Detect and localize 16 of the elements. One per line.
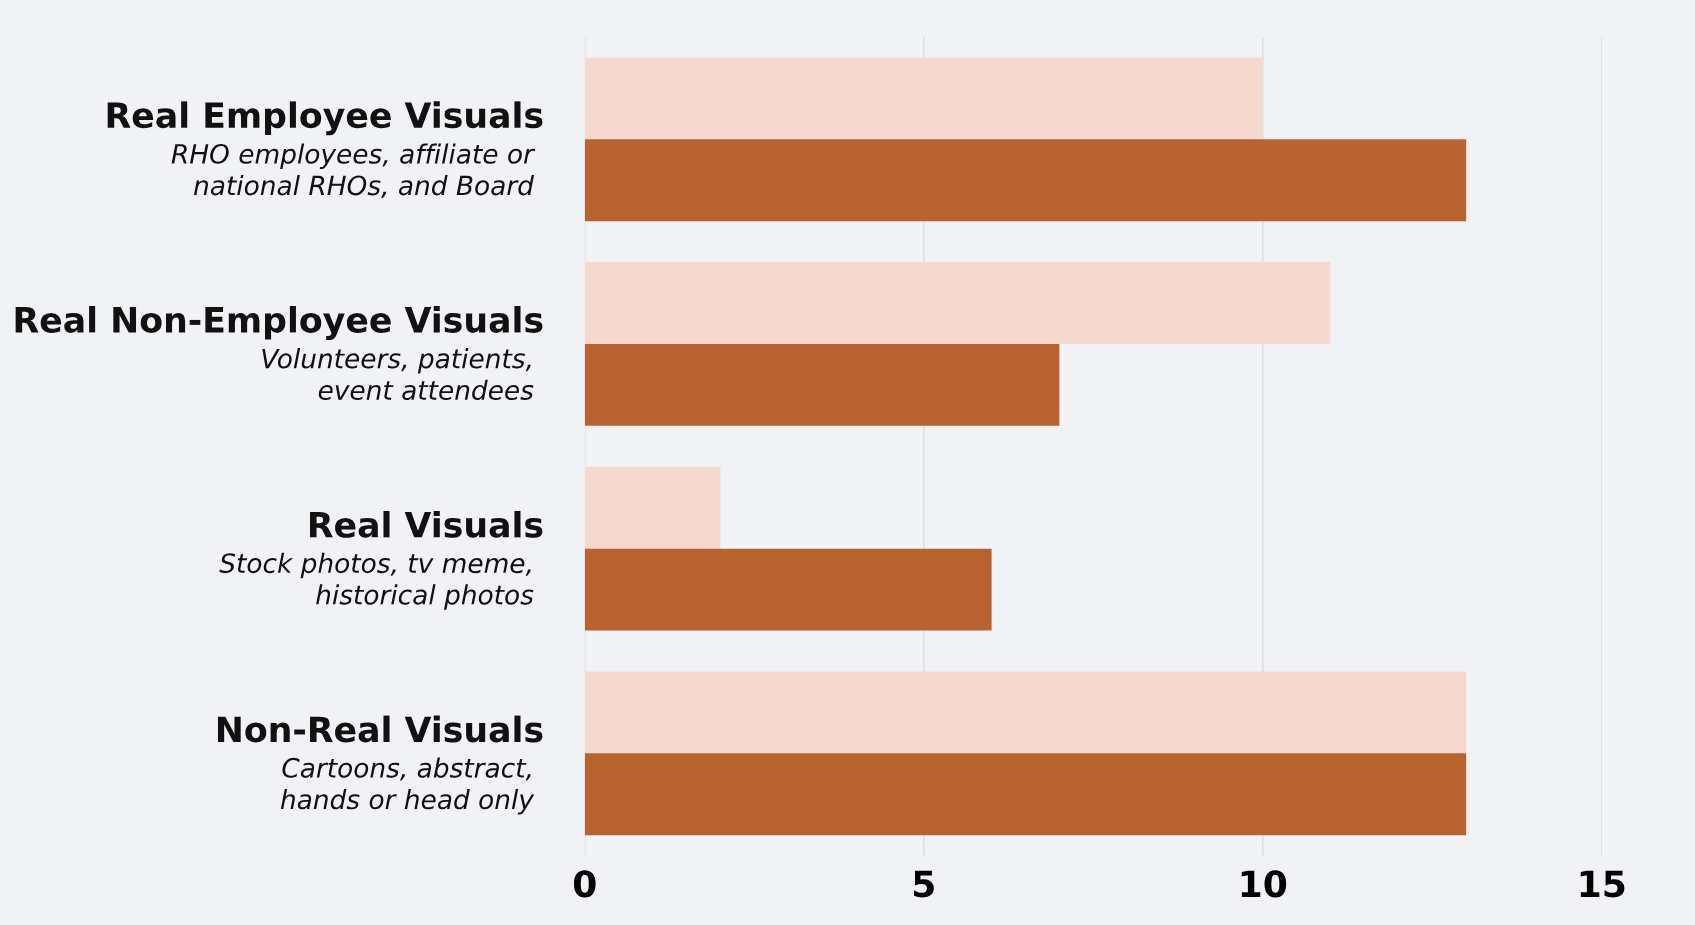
x-tick-label: 5 bbox=[914, 870, 934, 898]
bar bbox=[584, 466, 721, 549]
y-tick-label: Non-Real Visuals Cartoons, abstract, hands or head only bbox=[217, 715, 543, 815]
bar bbox=[584, 671, 1467, 754]
bar bbox=[584, 343, 1060, 426]
x-tick-label: 0 bbox=[573, 870, 596, 898]
bar bbox=[584, 548, 992, 631]
x-tick-label: 10 bbox=[1241, 870, 1287, 898]
bar bbox=[584, 139, 1467, 222]
bar bbox=[584, 262, 1331, 344]
x-tick-label: 15 bbox=[1580, 870, 1625, 898]
y-tick-label: Real Employee Visuals RHO employees, affiliate or national RHOs, and Board bbox=[107, 101, 543, 199]
y-tick-label: Real Visuals Stock photos, tv meme, historical photos bbox=[219, 510, 543, 610]
bar bbox=[584, 57, 1263, 140]
y-tick-label: Real Non-Employee Visuals Volunteers, patients, event attendees bbox=[15, 306, 543, 401]
bar bbox=[584, 753, 1467, 836]
